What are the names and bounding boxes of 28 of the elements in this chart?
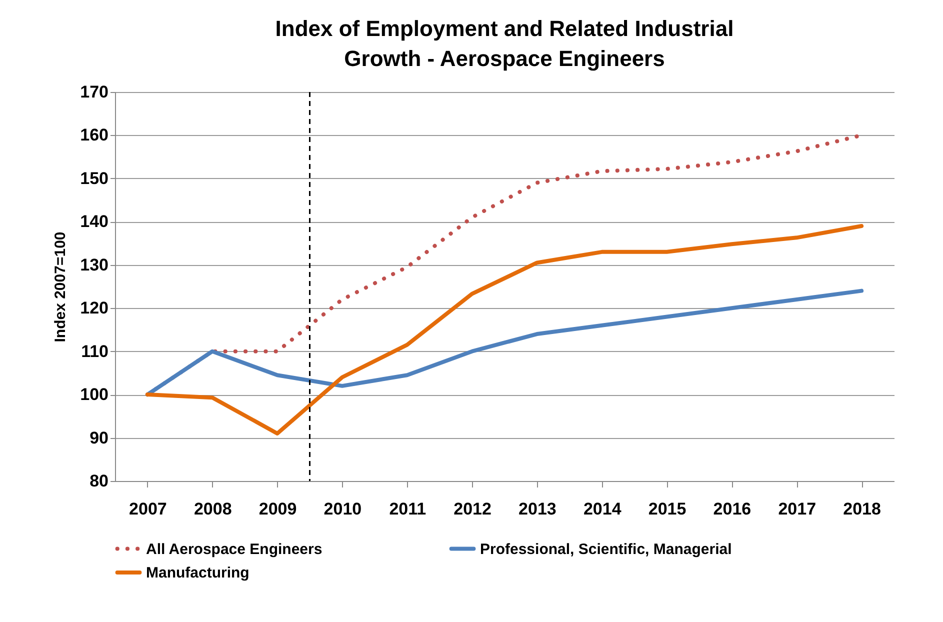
- y-axis-title: Index 2007=100: [52, 232, 70, 342]
- x-tick-label: 2007: [129, 500, 167, 518]
- y-tick-label: 160: [80, 126, 108, 145]
- y-tick-label: 110: [81, 342, 108, 361]
- x-tick-label: 2018: [843, 500, 881, 518]
- x-tick-label: 2016: [713, 500, 752, 518]
- y-tick-label: 130: [80, 255, 108, 274]
- x-tick-label: 2015: [648, 500, 686, 518]
- x-tick-label: 2010: [324, 500, 362, 518]
- x-tick-label: 2008: [194, 500, 232, 518]
- line-series: [145, 224, 864, 436]
- x-tick-label: 2013: [518, 500, 556, 518]
- y-tick-label: 100: [80, 385, 108, 404]
- y-tick-label: 90: [90, 428, 108, 448]
- y-tick-label: 150: [80, 168, 108, 188]
- legend-label: Professional, Scientific, Managerial: [480, 540, 732, 558]
- x-tick-label: 2011: [389, 500, 426, 518]
- x-tick-label: 2009: [258, 500, 297, 518]
- x-tick-label: 2014: [583, 500, 622, 518]
- legend-label: Manufacturing: [146, 564, 250, 582]
- y-tick-label: 140: [80, 212, 108, 232]
- x-tick-label: 2017: [778, 500, 816, 518]
- legend-label: All Aerospace Engineers: [146, 540, 322, 558]
- y-tick-label: 170: [80, 82, 108, 102]
- chart-title: Index of Employment and Related Industrial Growth - Aerospace Engineers: [275, 16, 734, 71]
- y-tick-label: 120: [80, 298, 108, 318]
- x-tick-label: 2012: [454, 500, 492, 518]
- y-tick-label: 80: [90, 472, 108, 490]
